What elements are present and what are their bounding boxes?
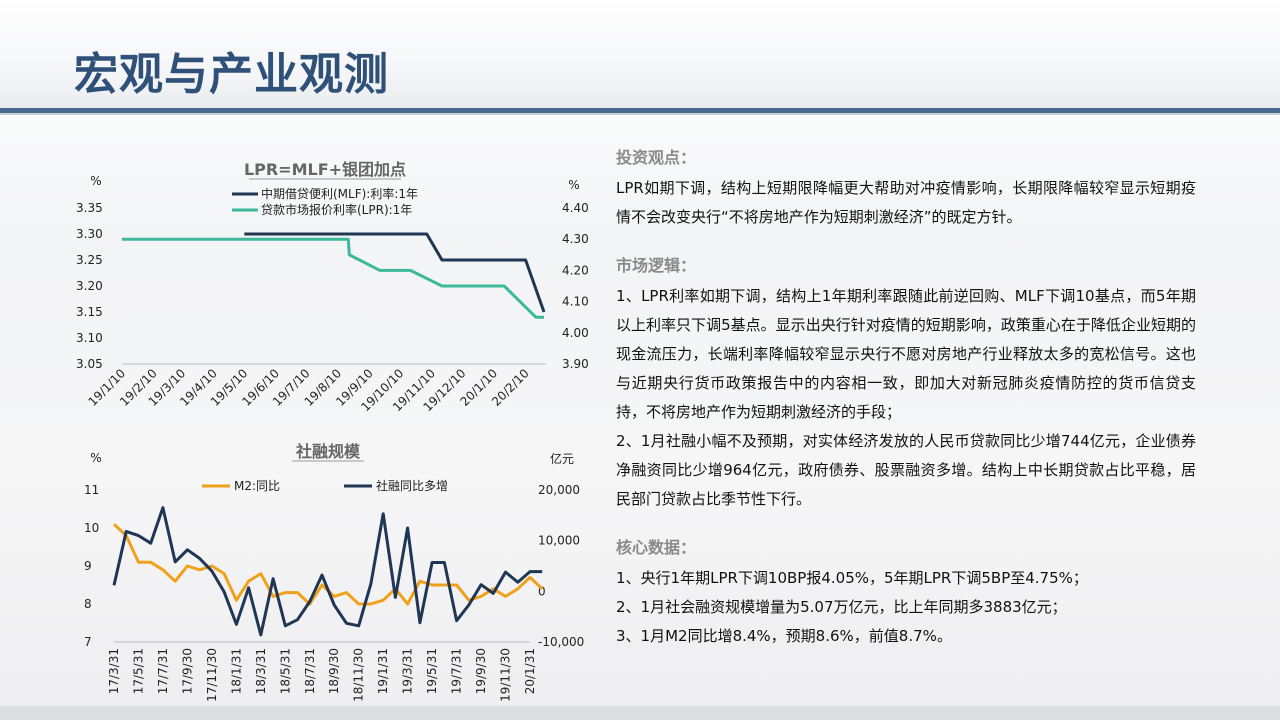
y-tick-label-left: 9 bbox=[84, 559, 92, 573]
y-tick-label-left: 3.25 bbox=[76, 253, 103, 267]
page-title: 宏观与产业观测 bbox=[74, 49, 389, 100]
x-tick-label: 18/7/31 bbox=[303, 648, 317, 694]
y-tick-label-left: 3.20 bbox=[76, 279, 103, 293]
section-market-logic: 市场逻辑： 1、LPR利率如期下调，结构上1年期利率跟随此前逆回购、MLF下调1… bbox=[616, 252, 1196, 514]
section-heading: 市场逻辑： bbox=[616, 256, 697, 275]
x-tick-label: 17/11/30 bbox=[205, 648, 219, 702]
legend-label: M2:同比 bbox=[234, 479, 280, 493]
x-tick-label: 17/7/31 bbox=[156, 648, 170, 694]
x-tick-label: 17/9/30 bbox=[180, 648, 194, 694]
section-paragraph: 3、1月M2同比增8.4%，预期8.6%，前值8.7%。 bbox=[616, 627, 952, 645]
y-tick-label-left: 10 bbox=[84, 521, 99, 535]
y-tick-label-left: 3.30 bbox=[76, 227, 103, 241]
x-tick-label: 17/5/31 bbox=[131, 648, 145, 694]
section-paragraph: 2、1月社会融资规模增量为5.07万亿元，比上年同期多3883亿元； bbox=[616, 598, 1067, 616]
y-tick-label-right: 4.00 bbox=[562, 326, 589, 340]
section-investment-view: 投资观点： LPR如期下调，结构上短期限降幅更大帮助对冲疫情影响，长期限降幅较窄… bbox=[616, 144, 1196, 232]
y-tick-label-right: 10,000 bbox=[538, 534, 580, 548]
chart-title: LPR=MLF+银团加点 bbox=[244, 160, 406, 179]
chart-title: 社融规模 bbox=[295, 442, 361, 461]
legend-label: 社融同比多增 bbox=[376, 478, 448, 493]
y-tick-label-left: 7 bbox=[84, 635, 92, 649]
y-tick-label-right: 3.90 bbox=[562, 357, 589, 371]
x-tick-label: 19/9/30 bbox=[474, 648, 488, 694]
lpr-chart: LPR=MLF+银团加点%% 3.35 3.30 3.25 3.20 3.15 3.10 3.… bbox=[72, 148, 608, 438]
section-paragraph: 1、LPR利率如期下调，结构上1年期利率跟随此前逆回购、MLF下调10基点，而5… bbox=[616, 287, 1196, 421]
left-axis-unit: % bbox=[90, 451, 101, 465]
series-line bbox=[244, 232, 546, 313]
x-tick-label: 18/9/30 bbox=[327, 648, 341, 694]
y-tick-label-left: 3.15 bbox=[76, 305, 103, 319]
y-tick-label-left: 3.05 bbox=[76, 357, 103, 371]
social-financing-chart-svg: 社融规模% 亿元 11 10 9 8 7 20,000 10,000 0 -10,000 17/3/3… bbox=[84, 442, 584, 702]
legend-label: 贷款市场报价利率(LPR):1年 bbox=[261, 202, 412, 217]
section-paragraph: 1、央行1年期LPR下调10BP报4.05%，5年期LPR下调5BP至4.75%… bbox=[616, 569, 1088, 587]
section-paragraph: 2、1月社融小幅不及预期，对实体经济发放的人民币贷款同比少增744亿元，企业债券… bbox=[616, 432, 1196, 508]
x-tick-label: 18/5/31 bbox=[278, 648, 292, 694]
x-tick-label: 19/1/31 bbox=[376, 648, 390, 694]
x-tick-label: 19/3/31 bbox=[401, 648, 415, 694]
right-axis-unit: 亿元 bbox=[550, 451, 574, 466]
x-tick-label: 18/11/30 bbox=[352, 648, 366, 702]
series-line bbox=[122, 237, 544, 319]
title-underline-shadow bbox=[0, 113, 1280, 115]
section-core-data: 核心数据： 1、央行1年期LPR下调10BP报4.05%，5年期LPR下调5BP… bbox=[616, 534, 1196, 651]
y-tick-label-right: 0 bbox=[538, 584, 546, 598]
commentary-panel: 投资观点： LPR如期下调，结构上短期限降幅更大帮助对冲疫情影响，长期限降幅较窄… bbox=[616, 144, 1196, 671]
left-axis-unit: % bbox=[90, 174, 101, 188]
y-tick-label-right: 4.40 bbox=[562, 201, 589, 215]
y-tick-label-left: 3.35 bbox=[76, 201, 103, 215]
header-banner bbox=[0, 0, 1280, 108]
footer-bar bbox=[0, 706, 1280, 720]
right-axis-unit: % bbox=[568, 178, 579, 192]
section-heading: 投资观点： bbox=[616, 148, 697, 167]
section-heading: 核心数据： bbox=[616, 538, 697, 557]
x-tick-label: 17/3/31 bbox=[107, 648, 121, 694]
x-tick-label: 20/1/31 bbox=[523, 648, 537, 694]
x-tick-label: 19/11/30 bbox=[499, 648, 513, 702]
x-tick-label: 18/3/31 bbox=[254, 648, 268, 694]
y-tick-label-right: 4.30 bbox=[562, 232, 589, 246]
section-paragraph: LPR如期下调，结构上短期限降幅更大帮助对冲疫情影响，长期限降幅较窄显示短期疫情… bbox=[616, 179, 1196, 226]
y-tick-label-left: 11 bbox=[84, 483, 99, 497]
social-financing-chart: 社融规模% 亿元 11 10 9 8 7 20,000 10,000 0 -10,000 17/3/3… bbox=[72, 436, 608, 708]
y-tick-label-left: 3.10 bbox=[76, 331, 103, 345]
y-tick-label-right: -10,000 bbox=[538, 635, 584, 649]
x-tick-label: 19/5/31 bbox=[425, 648, 439, 694]
y-tick-label-left: 8 bbox=[84, 597, 92, 611]
y-tick-label-right: 4.10 bbox=[562, 295, 589, 309]
title-underline bbox=[0, 108, 1280, 113]
x-tick-label: 18/1/31 bbox=[229, 648, 243, 694]
y-tick-label-right: 20,000 bbox=[538, 483, 580, 497]
lpr-chart-svg: LPR=MLF+银团加点% % 3.35 3.30 3.25 3.20 3.15 3.10 3.… bbox=[76, 160, 589, 414]
series-line bbox=[112, 506, 543, 637]
legend-label: 中期借贷便利(MLF):利率:1年 bbox=[261, 186, 418, 201]
y-tick-label-right: 4.20 bbox=[562, 263, 589, 277]
x-tick-label: 19/7/31 bbox=[450, 648, 464, 694]
